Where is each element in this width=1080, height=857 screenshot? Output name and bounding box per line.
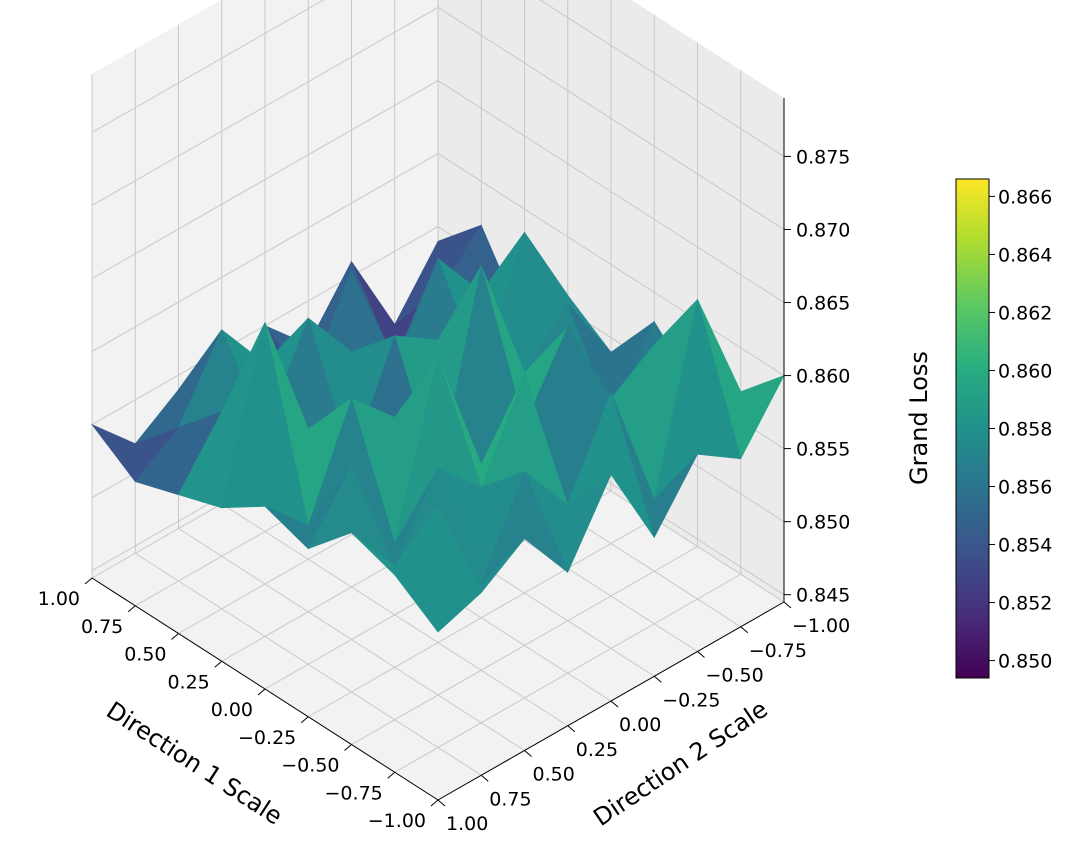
y-tick [653, 675, 662, 683]
grid-line [178, 528, 525, 751]
colorbar-tick-label: 0.860 [998, 360, 1052, 382]
y-tick [783, 601, 792, 609]
colorbar-tick-label: 0.858 [998, 419, 1052, 441]
x-axis-label: Direction 1 Scale [101, 696, 287, 830]
y-tick [437, 799, 446, 807]
z-axis-label: Grand Loss [905, 351, 933, 485]
colorbar-tick-label: 0.852 [998, 593, 1052, 615]
x-tick-label: −0.50 [281, 755, 339, 777]
x-tick [300, 716, 309, 724]
y-tick-label: 0.25 [576, 739, 618, 761]
grid-line [91, 80, 439, 279]
y-tick [480, 774, 489, 782]
x-tick [430, 799, 439, 807]
y-tick [697, 651, 705, 658]
grid-line [437, 80, 785, 303]
y-tick-label: −0.50 [706, 665, 764, 687]
x-tick-label: 0.75 [81, 616, 123, 638]
x-tick [171, 633, 179, 640]
y-tick-label: −1.00 [792, 615, 850, 637]
y-tick-label: −0.25 [662, 689, 720, 711]
loss-surface [91, 224, 785, 633]
grid-line [91, 7, 439, 206]
x-tick [257, 688, 266, 696]
x-tick [214, 660, 223, 668]
grid-line [539, 0, 785, 157]
y-axis-label: Direction 2 Scale [588, 695, 772, 832]
colorbar-tick-label: 0.856 [998, 477, 1052, 499]
colorbar-tick-label: 0.866 [998, 186, 1052, 208]
colorbar-tick-label: 0.862 [998, 302, 1052, 324]
x-tick-label: 0.50 [124, 644, 166, 666]
axis-lines [84, 98, 792, 807]
z-tick-label: 0.875 [796, 146, 850, 168]
x-tick-label: 1.00 [38, 588, 80, 610]
grid-line [221, 503, 569, 727]
x-tick [84, 577, 93, 585]
x-tick-label: −0.25 [238, 727, 296, 749]
grid-line [437, 153, 785, 376]
y-tick-label: 0.50 [533, 764, 575, 786]
y-tick [567, 725, 576, 733]
grid-line [91, 153, 439, 352]
y-tick-label: 1.00 [446, 813, 488, 835]
y-tick-label: 0.00 [619, 714, 661, 736]
x-tick-label: −1.00 [368, 810, 426, 832]
x-tick-label: 0.25 [167, 671, 209, 693]
y-tick [524, 750, 532, 757]
grid-line [134, 552, 482, 776]
x-tick [127, 605, 136, 613]
x-tick [387, 771, 396, 779]
z-tick-label: 0.865 [796, 293, 850, 315]
tick-labels: 1.000.750.500.250.00−0.25−0.50−0.75−1.00… [38, 146, 851, 835]
surface-facet [394, 505, 482, 633]
z-tick-label: 0.850 [796, 512, 850, 534]
y-tick-label: 0.75 [489, 788, 531, 810]
colorbar-tick-label: 0.864 [998, 244, 1052, 266]
y-tick [610, 700, 619, 708]
x-tick-label: −0.75 [325, 782, 383, 804]
z-tick-label: 0.860 [796, 366, 850, 388]
z-tick-label: 0.855 [796, 439, 850, 461]
y-tick [740, 626, 749, 634]
colorbar-ticks: 0.850 0.852 0.854 0.856 0.858 0.860 0.862 0.864… [989, 186, 1052, 673]
x-tick [344, 744, 352, 751]
colorbar-tick-label: 0.850 [998, 651, 1052, 673]
z-tick-label: 0.870 [796, 219, 850, 241]
grid-line [437, 7, 785, 230]
z-tick-label: 0.845 [796, 585, 850, 607]
colorbar [955, 178, 990, 679]
x-tick-label: 0.00 [211, 699, 253, 721]
y-tick-label: −0.75 [749, 640, 807, 662]
grid-line [91, 0, 325, 133]
colorbar-tick-label: 0.854 [998, 535, 1052, 557]
